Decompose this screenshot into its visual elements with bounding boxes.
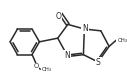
Text: CH₃: CH₃ [117,38,127,42]
Text: CH₃: CH₃ [41,67,51,72]
Text: N: N [82,24,88,33]
Text: S: S [96,58,100,67]
Text: N: N [64,51,70,60]
Text: O: O [33,63,38,69]
Text: O: O [56,12,62,21]
